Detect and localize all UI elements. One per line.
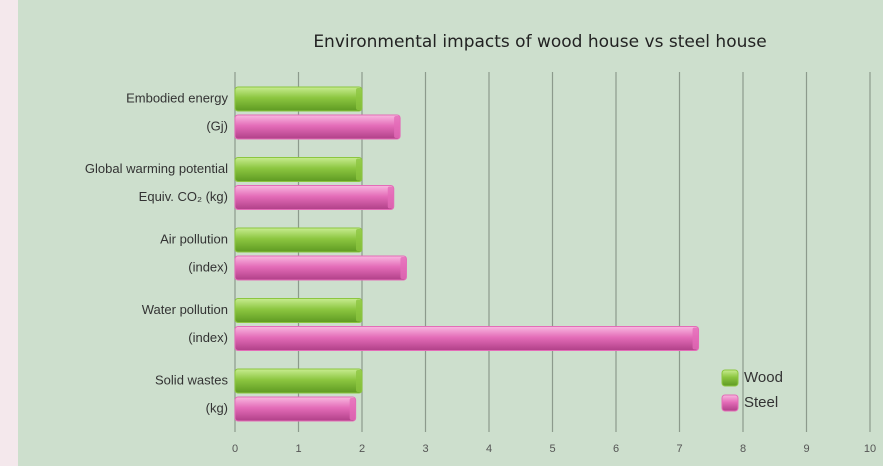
y-tick-label: Air pollution [160,231,228,246]
bar-end [356,229,362,251]
bar-end [400,257,407,279]
bar [234,157,363,182]
x-tick-label: 5 [549,443,555,455]
y-tick-label: Equiv. CO₂ (kg) [139,189,228,204]
legend-swatch [721,394,739,412]
legend-swatch [721,369,739,387]
bar-end [356,158,362,181]
bar [234,86,363,112]
x-tick-label: 7 [676,443,682,455]
x-tick-label: 1 [295,443,301,455]
bar-end [349,398,356,420]
bar-end [356,370,362,392]
y-tick-label: Global warming potential [85,161,228,176]
x-tick-label: 4 [486,443,492,455]
bar [234,227,363,253]
bar [234,298,363,323]
y-tick-label: (index) [188,259,228,274]
chart-title: Environmental impacts of wood house vs s… [313,32,766,52]
x-tick-label: 9 [803,443,809,455]
bar-end [692,327,699,350]
bar [234,114,401,140]
x-tick-label: 2 [359,443,365,455]
y-tick-label: (index) [188,330,228,345]
y-tick-label: Solid wastes [155,372,228,387]
bar-end [356,299,362,322]
bar-end [387,186,394,209]
y-tick-label: (kg) [206,400,228,415]
x-tick-label: 6 [613,443,619,455]
bar-end [394,116,401,138]
y-tick-label: Embodied energy [126,90,228,105]
x-tick-label: 10 [864,443,876,455]
bar-end [356,88,362,110]
bar [234,326,700,351]
y-tick-label: Water pollution [142,302,228,317]
legend-label: Wood [744,369,783,386]
x-tick-label: 0 [232,443,238,455]
y-tick-label: (Gj) [206,118,228,133]
x-tick-label: 8 [740,443,746,455]
legend-label: Steel [744,394,778,411]
bar [234,368,363,394]
x-tick-label: 3 [422,443,428,455]
plot-background [18,0,883,466]
bar [234,185,395,210]
bar [234,396,357,422]
bar [234,255,407,281]
